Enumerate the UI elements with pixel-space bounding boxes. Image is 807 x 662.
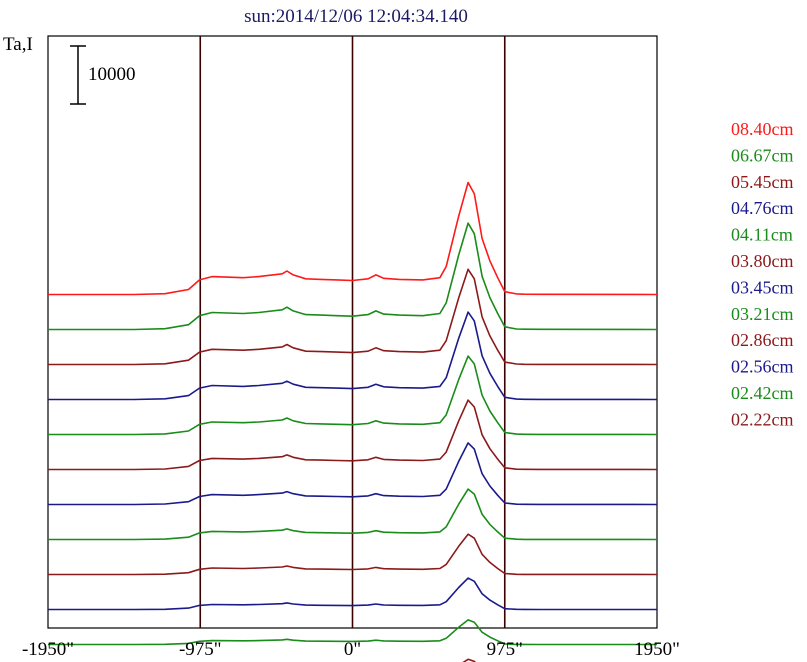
legend-entry: 02.22cm [731, 409, 794, 429]
legend-entry: 02.86cm [731, 330, 794, 350]
legend-entry: 02.56cm [731, 357, 794, 377]
x-tick-label: 0" [344, 639, 361, 660]
chart-title: sun:2014/12/06 12:04:34.140 [244, 6, 468, 27]
scale-bar-label: 10000 [88, 64, 136, 85]
x-tick-labels: -1950" -975" 0" 975" 1950" [22, 639, 680, 660]
series-line [48, 311, 658, 401]
y-axis-label: Ta,I [3, 34, 33, 55]
series-line [48, 619, 657, 646]
series-line [48, 533, 658, 576]
scale-bar: 10000 [70, 45, 136, 105]
legend-entry: 08.40cm [731, 119, 794, 139]
x-tick-label: 975" [487, 639, 523, 660]
series-line [48, 488, 658, 541]
legend-entry: 05.45cm [731, 172, 794, 192]
legend-entry: 03.80cm [731, 251, 794, 271]
legend-entry: 04.11cm [731, 225, 793, 245]
legend-entry: 02.42cm [731, 383, 794, 403]
x-tick-label: 1950" [634, 639, 680, 660]
series-line [48, 442, 658, 506]
legend-entry: 03.45cm [731, 277, 794, 297]
series-line [48, 268, 658, 366]
series-line [48, 577, 657, 611]
x-tick-label: -1950" [22, 639, 74, 660]
series-line [48, 181, 658, 296]
legend-entry: 04.76cm [731, 198, 794, 218]
legend-entry: 03.21cm [731, 304, 794, 324]
series-lines [48, 181, 658, 662]
reference-lines [199, 36, 506, 628]
series-line [48, 222, 658, 331]
series-line [48, 355, 658, 436]
x-tick-label: -975" [179, 639, 222, 660]
series-line [48, 399, 658, 471]
legend: 08.40cm 06.67cm 05.45cm 04.76cm 04.11cm 03.80… [731, 119, 794, 429]
legend-entry: 06.67cm [731, 145, 794, 165]
